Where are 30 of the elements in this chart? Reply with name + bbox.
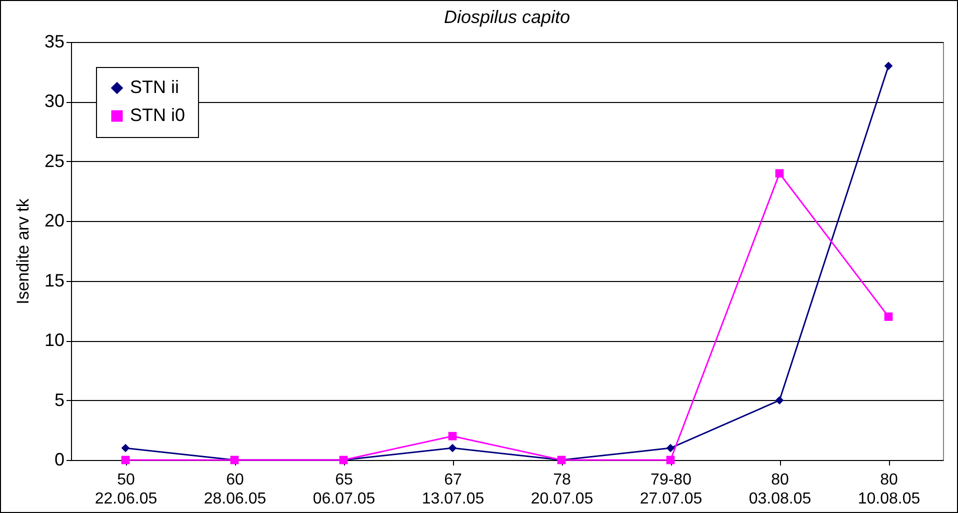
y-tick-label: 15 [44, 270, 64, 290]
y-tick-label: 5 [54, 390, 64, 410]
y-tick-label: 0 [54, 450, 64, 470]
x-tick-label: 50 22.06.05 [94, 472, 158, 508]
y-tick-label: 20 [44, 210, 64, 231]
point [121, 444, 130, 452]
point [448, 432, 457, 440]
point [775, 396, 784, 404]
point [666, 456, 675, 464]
x-tick-label: 60 28.06.05 [204, 472, 266, 508]
point [884, 312, 893, 321]
y-tick-label: 35 [44, 32, 64, 52]
y-tick-label: 30 [44, 91, 64, 112]
y-tick-label: 10 [44, 330, 64, 350]
x-tick-label: 80 03.08.05 [748, 472, 812, 508]
x-tick-label: 78 20.07.05 [530, 472, 594, 508]
x-tick-label: 65 06.07.05 [312, 472, 376, 508]
chart-title: Diospilus capito [444, 7, 570, 27]
y-tick-label: 25 [44, 150, 64, 171]
x-tick-label: 67 13.07.05 [422, 472, 484, 508]
point [666, 444, 675, 452]
point [884, 62, 893, 70]
x-tick-label: 79-80 27.07.05 [640, 472, 702, 508]
x-tick-label: 80 10.08.05 [858, 472, 920, 508]
point [448, 444, 457, 452]
point [775, 169, 784, 178]
legend-label: STN i0 [130, 105, 186, 125]
y-axis-title: Isendite arv tk [13, 198, 32, 304]
legend-label: STN ii [130, 77, 179, 97]
point [121, 456, 130, 464]
